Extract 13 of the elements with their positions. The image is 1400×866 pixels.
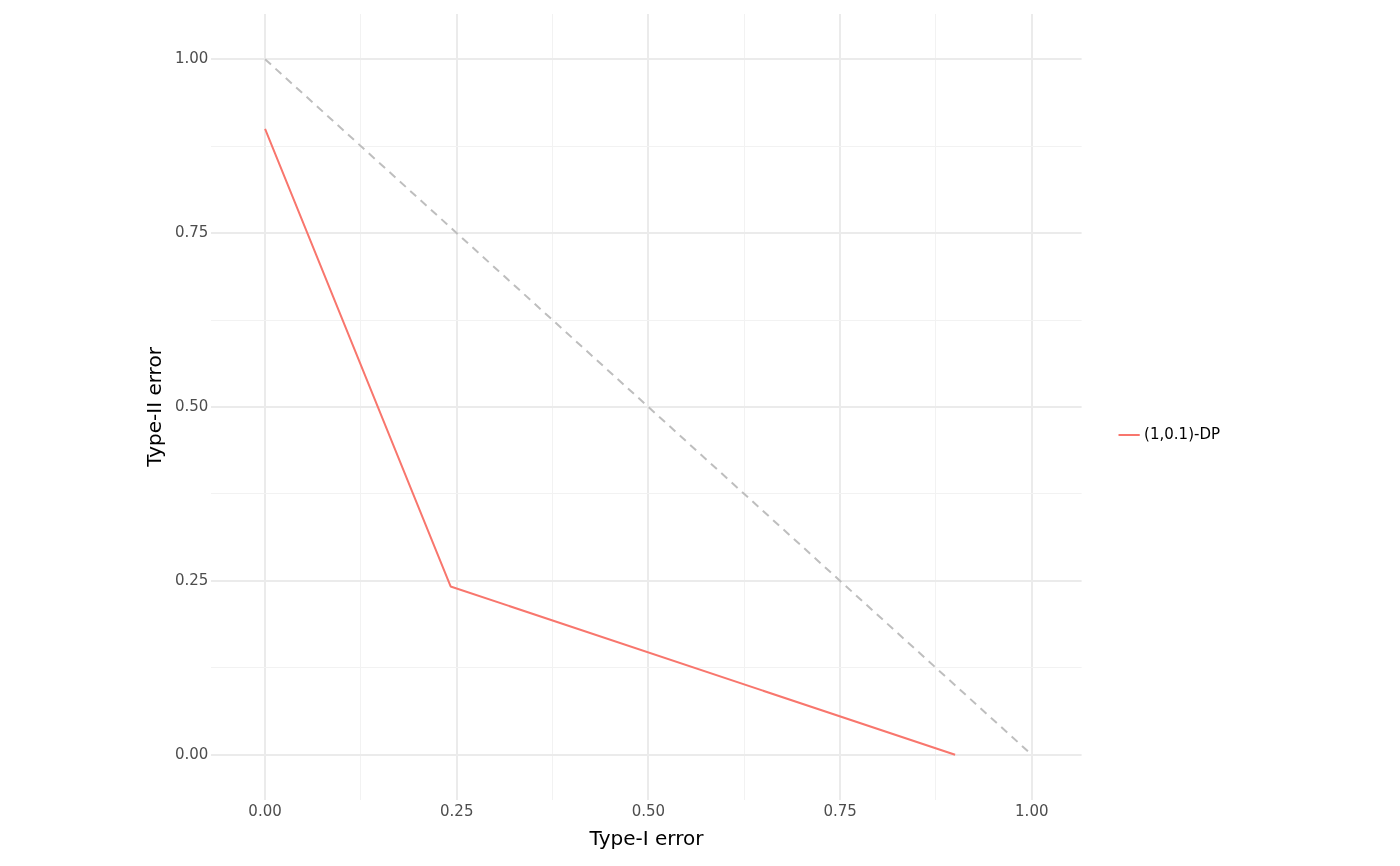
x-tick-label: 0.25: [440, 801, 474, 820]
y-tick-label: 0.75: [174, 223, 209, 241]
y-tick-label: 0.50: [174, 396, 209, 415]
y-tick-label: 0.25: [174, 570, 209, 589]
x-tick-label: 0.00: [248, 801, 282, 820]
legend-label: (1,0.1)-DP: [1144, 424, 1221, 443]
x-tick-label: 0.50: [631, 801, 666, 820]
y-tick-label: 0.00: [174, 744, 209, 763]
x-tick-label: 0.75: [823, 801, 857, 820]
x-tick-label: 1.00: [1015, 801, 1049, 820]
y-axis-title: Type-II error: [142, 346, 167, 468]
y-tick-label: 1.00: [174, 49, 209, 68]
x-axis-title: Type-I error: [588, 826, 705, 851]
